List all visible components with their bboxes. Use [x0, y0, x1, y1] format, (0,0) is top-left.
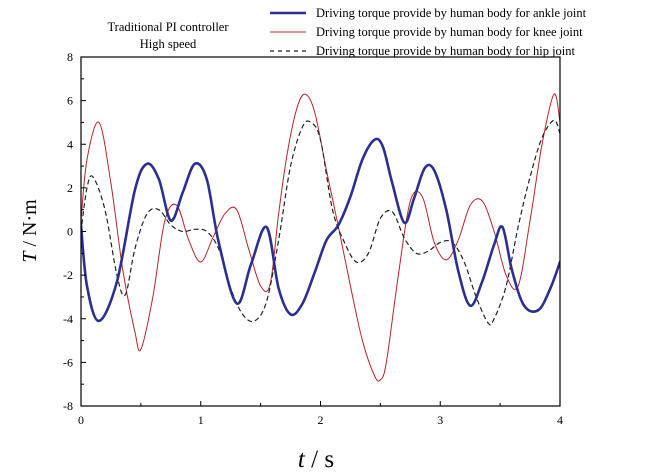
x-tick-label: 2 — [318, 413, 324, 427]
y-tick-label: 4 — [67, 137, 73, 151]
series-line-knee — [81, 93, 560, 382]
y-axis-label-unit: / N·m — [19, 199, 41, 252]
y-tick-label: -2 — [63, 268, 73, 282]
y-tick-label: -4 — [63, 312, 73, 326]
series-line-hip — [81, 119, 560, 326]
legend-label-knee: Driving torque provide by human body for… — [316, 25, 583, 39]
x-tick-label: 0 — [78, 413, 84, 427]
plot-area — [81, 93, 560, 382]
y-tick-label: 2 — [67, 181, 73, 195]
legend-label-hip: Driving torque provide by human body for… — [316, 44, 576, 58]
y-tick-label: 6 — [67, 94, 73, 108]
x-tick-label: 3 — [437, 413, 443, 427]
series-line-ankle — [81, 137, 560, 323]
y-tick-label: -6 — [63, 355, 73, 369]
y-axis: -8 -6 -4 -2 0 2 4 6 8 — [63, 50, 86, 413]
x-axis-label: t / s — [298, 446, 334, 472]
annotation-line-1: Traditional PI controller — [107, 20, 229, 34]
y-axis-label-symbol: T — [19, 250, 41, 263]
y-tick-label: 8 — [67, 50, 73, 64]
legend-label-ankle: Driving torque provide by human body for… — [316, 6, 587, 20]
y-tick-label: 0 — [67, 225, 73, 239]
annotation-line-2: High speed — [140, 37, 197, 51]
x-axis-label-symbol: t — [298, 446, 306, 472]
plot-frame — [80, 56, 561, 407]
legend: Driving torque provide by human body for… — [270, 6, 587, 58]
y-tick-label: -8 — [63, 399, 73, 413]
x-axis: 0 1 2 3 4 — [78, 401, 563, 427]
x-axis-label-unit: / s — [305, 446, 334, 472]
x-tick-label: 1 — [198, 413, 204, 427]
x-tick-label: 4 — [557, 413, 563, 427]
y-axis-label: T / N·m — [19, 199, 41, 263]
